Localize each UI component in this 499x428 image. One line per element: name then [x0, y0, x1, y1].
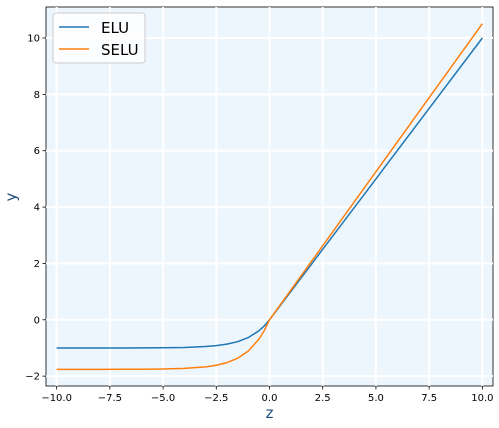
series-line-elu [56, 37, 483, 349]
legend-label-selu: SELU [101, 41, 139, 59]
x-tick-label: 5.0 [368, 393, 384, 404]
y-tick-label: 4 [34, 203, 40, 214]
y-axis-label: y [2, 192, 20, 201]
legend: ELU SELU [52, 12, 146, 64]
x-tick-label: 7.5 [421, 393, 437, 404]
x-tick-label: −5.0 [151, 393, 175, 404]
grid [46, 7, 493, 386]
y-tick-label: 10 [27, 33, 40, 44]
x-tick-label: −7.5 [98, 393, 122, 404]
y-tick-label: 8 [34, 90, 40, 101]
ticks: −10.0 −7.5 −5.0 −2.5 0.0 2.5 5.0 7.5 10.0 −2 0 2 4 6 8… [25, 33, 493, 404]
legend-box [52, 12, 146, 64]
x-tick-label: −10.0 [41, 393, 72, 404]
x-axis-label: z [266, 404, 274, 422]
y-tick-label: 0 [34, 315, 40, 326]
x-tick-label: −2.5 [204, 393, 228, 404]
y-tick-label: 2 [34, 259, 40, 270]
series-lines [56, 23, 483, 371]
x-tick-label: 0.0 [262, 393, 278, 404]
y-tick-label: −2 [25, 372, 40, 383]
x-tick-label: 2.5 [315, 393, 331, 404]
y-tick-label: 6 [34, 146, 40, 157]
legend-label-elu: ELU [101, 19, 129, 37]
x-tick-label: 10.0 [471, 393, 493, 404]
series-line-selu [56, 23, 483, 371]
